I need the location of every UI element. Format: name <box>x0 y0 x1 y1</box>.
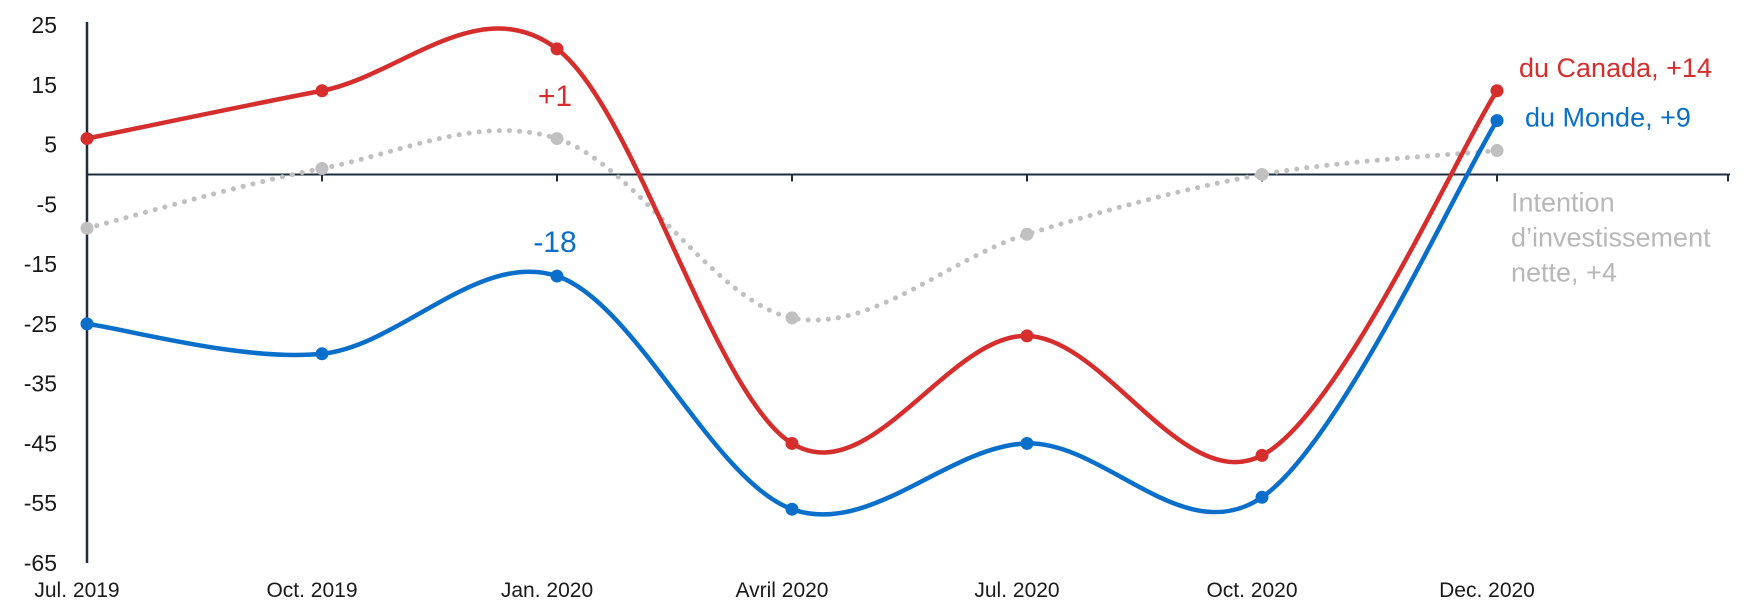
series-label-intention-line1: Intention <box>1511 187 1615 217</box>
data-point-intention <box>785 311 799 325</box>
series-label-canada: du Canada, +14 <box>1519 53 1712 83</box>
series-line-intention <box>84 128 1500 323</box>
data-point-intention <box>315 161 329 175</box>
annotation-monde: -18 <box>533 226 576 259</box>
data-point-canada <box>315 84 329 98</box>
data-point-intention <box>1020 227 1034 241</box>
series-points <box>80 42 1504 516</box>
y-tick-labels: 25 15 5 -5 -15 -25 -35 -45 -55 -65 <box>24 12 57 576</box>
y-tick-label: 5 <box>44 132 57 158</box>
data-point-canada <box>550 42 564 56</box>
axes <box>85 22 1730 563</box>
y-tick-label: -45 <box>24 430 57 456</box>
data-point-intention <box>80 221 94 235</box>
data-point-canada <box>80 132 94 146</box>
series-line-canada <box>84 26 1500 465</box>
y-tick-label: -5 <box>37 191 57 217</box>
data-point-intention <box>550 132 564 146</box>
data-point-intention <box>1255 167 1269 181</box>
y-tick-label: -25 <box>24 311 57 337</box>
data-point-monde <box>1490 114 1504 128</box>
x-tick-label: Dec. 2020 <box>1439 579 1535 602</box>
data-point-canada <box>785 436 799 450</box>
data-point-canada <box>1255 448 1269 462</box>
series-label-intention-line2: d’investissement <box>1511 222 1711 252</box>
x-tick-label: Jan. 2020 <box>501 579 593 602</box>
x-tick-label: Jul. 2019 <box>34 579 119 602</box>
series-label-intention-line3: nette, +4 <box>1511 257 1617 287</box>
x-tick-label: Oct. 2020 <box>1206 579 1297 602</box>
y-tick-label: 25 <box>31 12 57 38</box>
x-tick-label: Avril 2020 <box>735 579 828 602</box>
data-point-canada <box>1490 84 1504 98</box>
data-point-canada <box>1020 329 1034 343</box>
data-point-monde <box>80 317 94 331</box>
annotation-canada: +1 <box>538 80 572 113</box>
data-point-monde <box>315 347 329 361</box>
data-point-monde <box>1020 436 1034 450</box>
data-point-intention <box>1490 144 1504 158</box>
data-point-monde <box>1255 490 1269 504</box>
y-tick-label: -15 <box>24 251 57 277</box>
y-tick-label: 15 <box>31 72 57 98</box>
x-tick-label: Jul. 2020 <box>974 579 1059 602</box>
data-point-monde <box>785 502 799 516</box>
x-tick-label: Oct. 2019 <box>266 579 357 602</box>
y-tick-label: -55 <box>24 490 57 516</box>
series-label-monde: du Monde, +9 <box>1525 103 1691 133</box>
y-tick-label: -65 <box>24 550 57 576</box>
series-line-monde <box>84 118 1500 517</box>
data-point-monde <box>550 269 564 283</box>
x-tick-labels: Jul. 2019 Oct. 2019 Jan. 2020 Avril 2020 Jul… <box>34 579 1534 602</box>
annotations: +1 -18 du Canada, +14 du Monde, +9 Inten… <box>533 53 1712 288</box>
y-tick-label: -35 <box>24 371 57 397</box>
